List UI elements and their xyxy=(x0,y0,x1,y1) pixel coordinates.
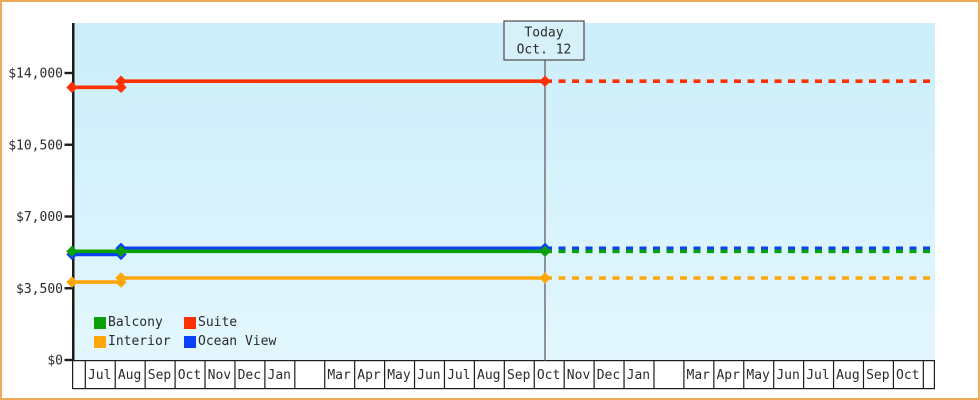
today-box-line2: Oct. 12 xyxy=(517,43,572,58)
legend-item-balcony: Balcony xyxy=(94,316,184,330)
plot-area xyxy=(74,23,935,360)
y-tick-label: $7,000 xyxy=(16,210,63,225)
series-suite xyxy=(66,75,932,94)
y-tick xyxy=(64,358,73,362)
month-label: Sep xyxy=(148,368,172,383)
legend-label-interior: Interior xyxy=(108,334,171,349)
month-label: Aug xyxy=(477,368,500,383)
month-label: Aug xyxy=(118,368,141,383)
legend-item-interior: Interior xyxy=(94,335,184,349)
today-line xyxy=(544,60,546,361)
series-interior xyxy=(66,272,932,288)
month-label: Jun xyxy=(776,368,799,383)
data-point-marker xyxy=(539,75,551,87)
month-label: Apr xyxy=(716,368,740,383)
balcony-swatch-icon xyxy=(94,317,106,329)
month-label: Mar xyxy=(327,368,351,383)
data-point-marker xyxy=(115,81,127,94)
month-label: Oct xyxy=(896,368,919,383)
legend-label-balcony: Balcony xyxy=(108,315,163,330)
month-label: Jul xyxy=(88,368,111,383)
month-label: Jul xyxy=(806,368,829,383)
data-point-marker xyxy=(539,272,551,284)
y-tick xyxy=(64,215,73,218)
data-point-marker xyxy=(66,276,78,288)
data-point-marker xyxy=(66,81,78,94)
month-label: Nov xyxy=(567,368,591,383)
legend: Balcony Suite Interior Ocean View xyxy=(94,316,276,349)
legend-item-ocean-view: Ocean View xyxy=(184,335,276,349)
legend-label-suite: Suite xyxy=(198,315,238,330)
month-label: Dec xyxy=(238,368,261,383)
month-label: Sep xyxy=(507,368,531,383)
y-tick-label: $14,000 xyxy=(8,67,63,82)
month-label: May xyxy=(746,368,770,383)
y-tick xyxy=(64,287,73,290)
month-label: May xyxy=(387,368,411,383)
x-axis: Jul Aug Sep Oct Nov Dec Jan Mar Apr May Jun Jul Aug S… xyxy=(72,360,935,390)
month-label: Mar xyxy=(687,368,711,383)
data-point-marker xyxy=(115,272,127,284)
y-tick-label: $3,500 xyxy=(16,282,63,297)
month-label: Sep xyxy=(866,368,890,383)
month-label: Apr xyxy=(357,368,381,383)
today-box-line1: Today xyxy=(524,26,563,41)
y-axis-line xyxy=(72,23,75,361)
month-label: Aug xyxy=(836,368,859,383)
interior-swatch-icon xyxy=(94,336,106,348)
series-balcony xyxy=(66,245,932,258)
month-label: Jan xyxy=(268,368,291,383)
data-point-marker xyxy=(66,245,78,258)
month-label: Oct xyxy=(178,368,201,383)
legend-item-suite: Suite xyxy=(184,316,276,330)
month-label: Jun xyxy=(417,368,440,383)
month-label: Dec xyxy=(597,368,620,383)
month-label: Jul xyxy=(447,368,470,383)
legend-label-ocean-view: Ocean View xyxy=(198,334,277,349)
month-label: Nov xyxy=(208,368,232,383)
today-box: Today Oct. 12 xyxy=(503,20,585,61)
ocean-view-swatch-icon xyxy=(184,336,196,348)
data-point-marker xyxy=(115,245,127,258)
suite-swatch-icon xyxy=(184,317,196,329)
month-label: Jan xyxy=(627,368,650,383)
y-tick xyxy=(64,71,73,75)
y-tick-label: $10,500 xyxy=(8,138,63,153)
y-tick-label: $0 xyxy=(47,354,63,369)
y-tick xyxy=(64,143,73,146)
month-label: Oct xyxy=(537,368,560,383)
data-point-marker xyxy=(539,245,551,258)
data-point-marker xyxy=(115,75,127,87)
